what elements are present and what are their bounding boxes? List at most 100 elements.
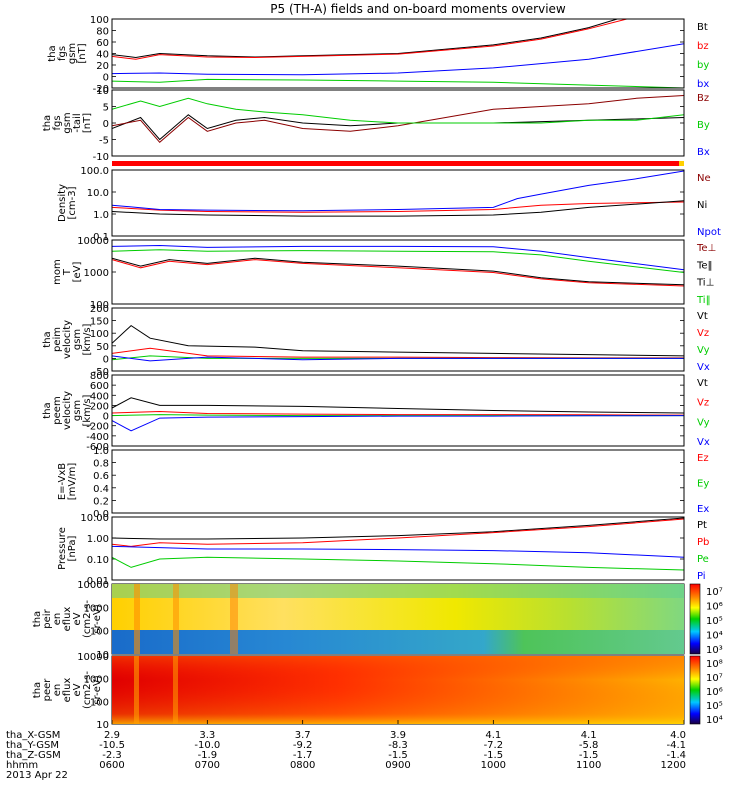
ephem-value: 2.9 (104, 730, 120, 741)
legend-Bt: Bt (697, 22, 708, 33)
y-tick-label: 150 (90, 317, 109, 328)
legend-Npot: Npot (697, 227, 721, 238)
electron-spectrogram-band-2 (173, 656, 178, 724)
ephem-value: -10.5 (99, 740, 125, 751)
legend-bz: bz (697, 41, 709, 52)
legend-Ey: Ey (697, 479, 709, 490)
y-tick-label: 20 (96, 61, 109, 72)
ephem-value: -10.0 (194, 740, 220, 751)
series-Vt (112, 397, 684, 414)
ephem-value: -1.5 (388, 750, 408, 761)
y-tick-label: -200 (86, 422, 109, 433)
y-axis-label-line: fgs (52, 115, 63, 130)
y-tick-label: 200 (90, 304, 109, 315)
y-axis-label-line: peem (52, 396, 63, 424)
y-tick-label: -20 (93, 84, 109, 95)
panel-frame (111, 374, 685, 447)
y-tick-label: 80 (96, 27, 109, 38)
legend-Bz: Bz (697, 93, 709, 104)
panel-mom_temperature: 10000 1000 100 mom T [eV] Te⊥ Te‖ Ti⊥ Ti‖ (52, 236, 716, 311)
y-axis-label-line: tha (32, 682, 43, 698)
y-axis-label-line: eV (72, 683, 83, 696)
y-axis-label-line: fgs (57, 46, 68, 61)
y-tick-label: 10 (96, 86, 109, 97)
y-tick-label: 0.10 (87, 555, 109, 566)
electron-spectrogram (112, 656, 684, 724)
y-tick-label: -50 (93, 367, 109, 378)
panel-frame (111, 307, 685, 372)
y-tick-label: 0.0 (93, 509, 109, 520)
ephem-value: -1.4 (666, 750, 686, 761)
ephem-value: 1200 (661, 760, 686, 771)
y-axis-label-line: mom (52, 259, 63, 285)
series-Ne (112, 201, 684, 213)
y-tick-label: 1.00 (87, 534, 109, 545)
y-tick-label: 0 (103, 412, 109, 423)
panel-frame (111, 89, 685, 157)
legend-Vx: Vx (697, 362, 710, 373)
y-axis-label-line: gsm (67, 43, 78, 64)
y-tick-label: 10000 (77, 652, 109, 663)
y-tick-label: 10 (96, 650, 109, 661)
y-tick-label: 1000 (84, 603, 109, 614)
ephem-label: tha_Y-GSM (6, 740, 59, 751)
colorbar-tick-label: 10⁶ (706, 602, 723, 613)
ephem-value: 4.1 (581, 730, 597, 741)
electron-spectrogram-band-1 (134, 656, 139, 724)
y-tick-label: -5 (99, 136, 109, 147)
status-bar-end (679, 161, 684, 166)
y-tick-label: -400 (86, 432, 109, 443)
ephem-value: 0900 (385, 760, 410, 771)
colorbar-electron (689, 655, 701, 725)
legend-Bx: Bx (697, 147, 710, 158)
y-axis-label-line: (cm2-s- (82, 671, 93, 709)
y-axis-label-line: sr-eV) (92, 604, 103, 633)
y-tick-label: 10000 (77, 580, 109, 591)
y-axis-label-line: gsm (72, 329, 83, 350)
legend-Te‖: Te‖ (696, 260, 713, 271)
ion-spectrogram-band-3 (230, 584, 238, 654)
series-Bz (112, 95, 684, 144)
y-axis-label-line: [km/s] (82, 323, 93, 355)
y-axis-label-line: velocity (62, 391, 73, 430)
y-axis-label-line: tha (42, 115, 53, 131)
colorbar-tick-label: 10⁷ (706, 673, 723, 684)
ion-spectrogram-high (112, 584, 684, 598)
series-Ti‖ (112, 249, 684, 273)
y-tick-label: 10000 (77, 236, 109, 247)
legend-Pi: Pi (697, 571, 706, 582)
panel-fgs_gsm_detrended: 10 5 0 -5 -10 tha fgs gsm -tail [nT] Bz By Bx (42, 86, 710, 163)
ephem-value: 1100 (576, 760, 601, 771)
y-axis-label-line: Density (57, 184, 68, 222)
series-By (112, 97, 684, 124)
y-axis-label-line: [eV] (72, 262, 83, 283)
ephem-label: tha_Z-GSM (6, 750, 61, 761)
legend-Vy: Vy (697, 345, 710, 356)
ephem-value: 0800 (290, 760, 315, 771)
y-tick-label: 600 (90, 381, 109, 392)
y-tick-label: -600 (86, 442, 109, 453)
y-tick-label: 0.1 (93, 232, 109, 243)
ephem-value: -9.2 (293, 740, 313, 751)
series-Bt (112, 19, 618, 59)
series-Te⊥ (112, 259, 684, 287)
y-tick-label: 0.8 (93, 459, 109, 470)
ion-spectrogram-band-2 (173, 584, 179, 654)
y-tick-label: 100 (90, 329, 109, 340)
y-tick-label: 0.4 (93, 484, 109, 495)
ephem-value: 0600 (99, 760, 124, 771)
y-axis-label-line: en (52, 613, 63, 626)
y-tick-label: 10 (96, 720, 109, 731)
y-tick-label: 100.0 (80, 166, 109, 177)
colorbar-tick-label: 10⁴ (706, 715, 723, 726)
y-tick-label: 100 (90, 627, 109, 638)
ephem-value: -5.8 (579, 740, 599, 751)
y-tick-label: 100 (90, 697, 109, 708)
y-tick-label: 0 (103, 73, 109, 84)
colorbar-tick-label: 10⁴ (706, 631, 723, 642)
y-axis-label-line: sr-eV) (92, 675, 103, 704)
